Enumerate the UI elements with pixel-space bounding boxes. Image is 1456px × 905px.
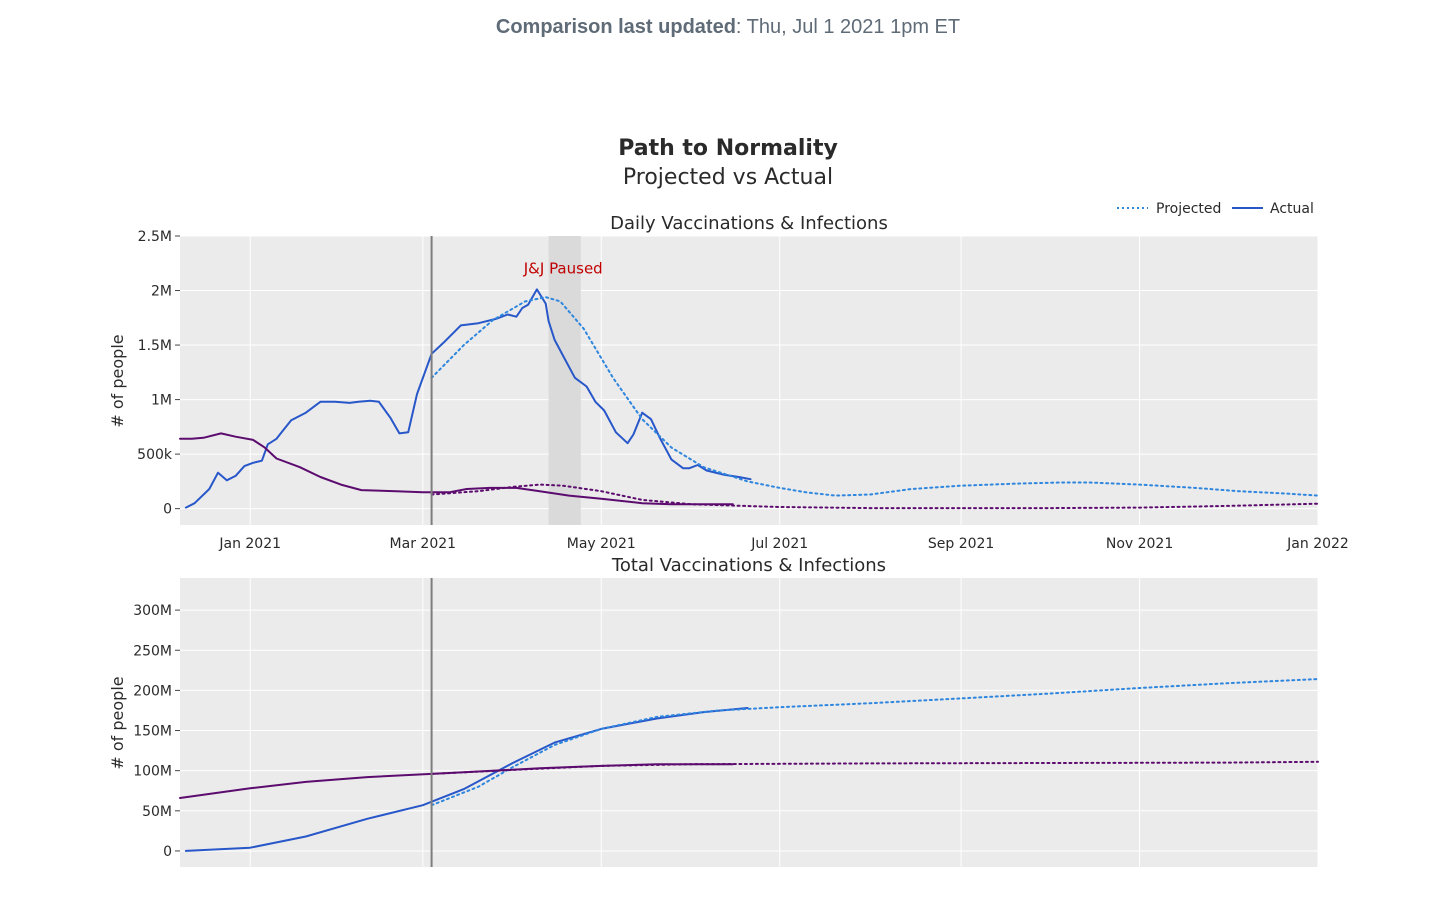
total-y-label: # of people: [108, 676, 127, 769]
legend[interactable]: Projected Actual: [1117, 201, 1314, 217]
y-tick-label: 300M: [133, 603, 172, 619]
actual-series-line: [184, 707, 749, 852]
y-tick-label: 150M: [133, 724, 172, 740]
legend-projected-label[interactable]: Projected: [1156, 201, 1221, 217]
y-tick-label: 200M: [133, 683, 172, 699]
y-tick-label: 50M: [142, 804, 172, 820]
daily-y-axis: 0 500k 1M 1.5M 2M 2.5M: [137, 229, 180, 518]
total-y-axis: 0 50M 100M 150M 200M 250M 300M: [133, 603, 180, 860]
y-tick-label: 2M: [151, 284, 172, 300]
x-tick-label: Mar 2021: [390, 536, 457, 552]
last-updated-label: Comparison last updated: [495, 16, 736, 38]
x-tick-label: Sep 2021: [928, 536, 994, 552]
y-tick-label: 0: [163, 502, 172, 518]
y-tick-label: 1M: [151, 393, 172, 409]
daily-x-axis: Jan 2021 Mar 2021 May 2021 Jul 2021 Sep 2021…: [218, 536, 1348, 552]
y-tick-label: 0: [163, 844, 172, 860]
y-tick-label: 100M: [133, 764, 172, 780]
y-tick-label: 1.5M: [138, 338, 172, 354]
actual-series-line: [184, 288, 752, 509]
x-tick-label: Jul 2021: [750, 536, 808, 552]
total-chart: 0 50M 100M 150M 200M 250M 300M Total Vaccinati…: [108, 555, 1319, 867]
y-tick-label: 2.5M: [138, 229, 172, 245]
total-series: [179, 578, 1319, 867]
legend-actual-label[interactable]: Actual: [1270, 201, 1314, 217]
x-tick-label: Jan 2022: [1286, 536, 1349, 552]
actual-series-line: [179, 432, 734, 506]
x-tick-label: Nov 2021: [1106, 536, 1173, 552]
x-tick-label: Jan 2021: [218, 536, 281, 552]
x-tick-label: May 2021: [567, 536, 636, 552]
last-updated-value: : Thu, Jul 1 2021 1pm ET: [735, 16, 961, 38]
jj-paused-annotation: J&J Paused: [523, 260, 603, 278]
total-chart-title: Total Vaccinations & Infections: [611, 555, 886, 576]
total-gridlines: [180, 578, 1319, 867]
y-tick-label: 250M: [133, 643, 172, 659]
daily-plot-area: [180, 236, 1318, 525]
daily-chart-title: Daily Vaccinations & Infections: [610, 213, 888, 234]
projected-series-line: [430, 296, 1319, 497]
projected-series-line: [430, 678, 1319, 807]
y-tick-label: 500k: [137, 447, 173, 463]
daily-series: [179, 236, 1319, 525]
projected-series-line: [430, 760, 1319, 775]
figure-subtitle: Projected vs Actual: [623, 165, 833, 190]
figure-title: Path to Normality: [618, 136, 838, 161]
daily-y-label: # of people: [108, 334, 127, 427]
daily-chart: 0 500k 1M 1.5M 2M 2.5M Jan 2021 Mar 2021 May 20…: [108, 213, 1349, 552]
jj-paused-shading: [548, 236, 581, 525]
jj-paused-band: [548, 236, 581, 525]
last-updated-banner: Comparison last updated: Thu, Jul 1 2021…: [0, 16, 1456, 39]
daily-gridlines: [180, 235, 1319, 525]
